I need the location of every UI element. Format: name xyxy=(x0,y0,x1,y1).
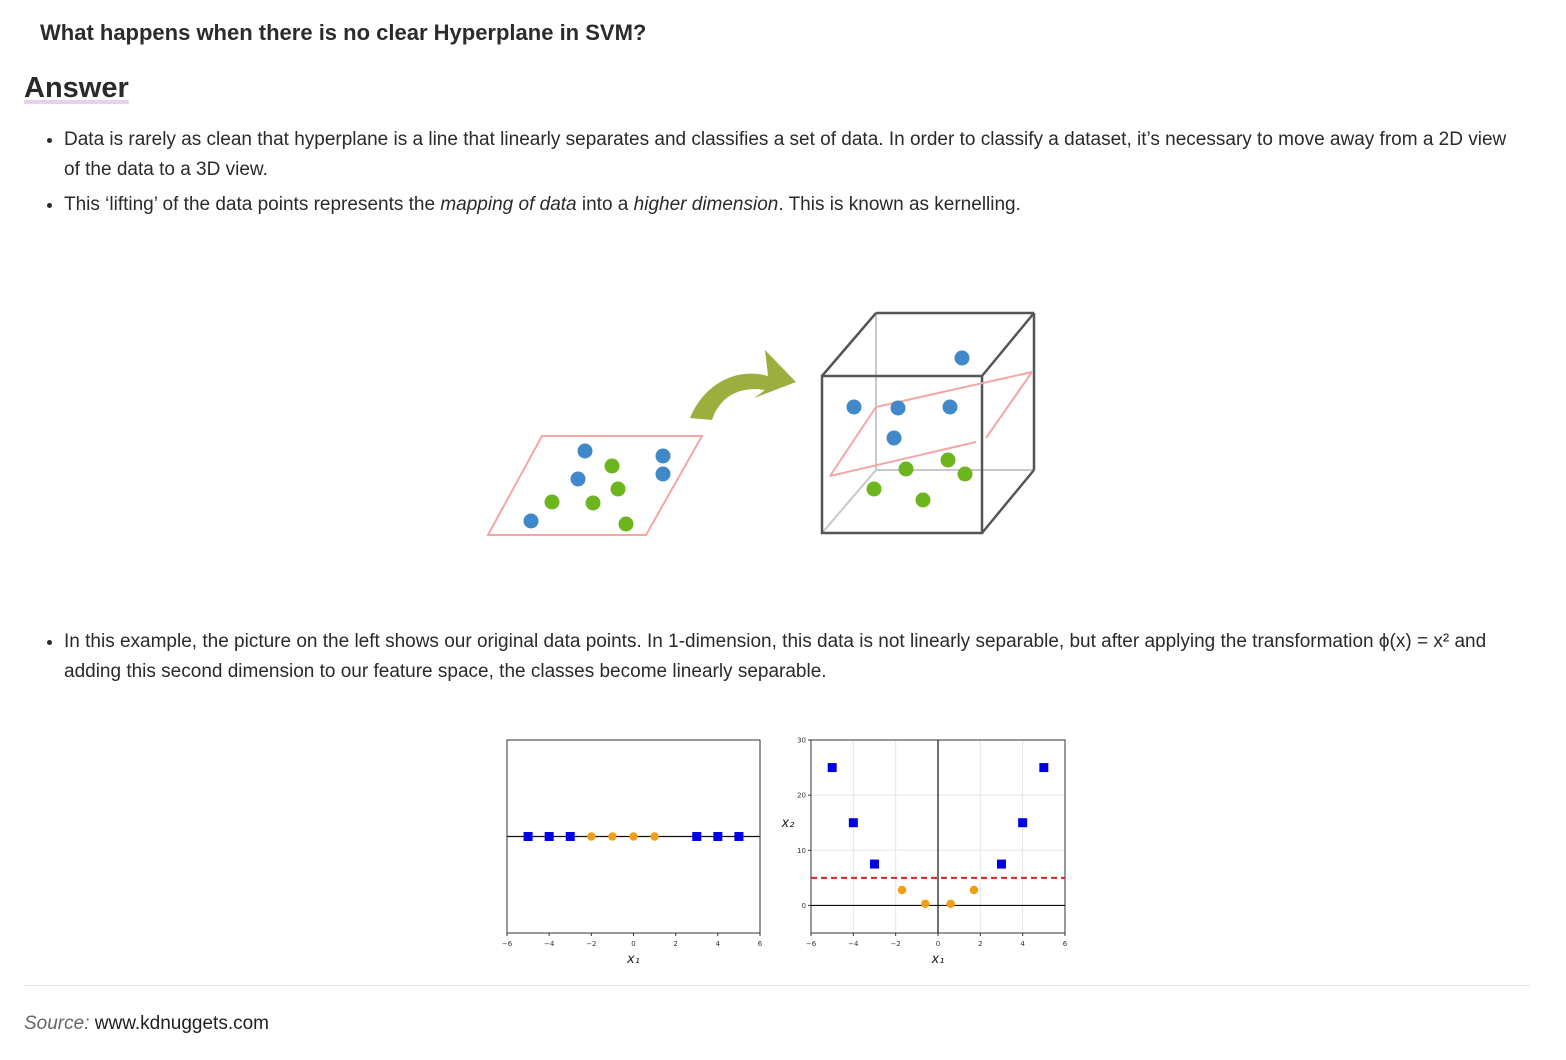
feature-space-plots: −6 −4 −2 0 2 4 6 x₁ −6 −4 −2 0 2 4 6 0 10 20 30 x₁ x₂ xyxy=(502,737,1068,968)
green-point xyxy=(544,494,560,510)
y-tick-label: 10 xyxy=(797,847,806,855)
circle-marker xyxy=(650,832,659,841)
3d-points xyxy=(846,350,973,508)
green-point xyxy=(866,481,882,497)
square-marker xyxy=(870,859,879,869)
x-tick-label: 2 xyxy=(978,940,982,948)
green-point xyxy=(940,452,956,468)
chart-1d: −6 −4 −2 0 2 4 6 x₁ xyxy=(502,739,763,967)
green-point xyxy=(610,481,626,497)
x-tick-label: −2 xyxy=(586,940,596,948)
square-marker xyxy=(565,832,575,841)
x-tick-label: −6 xyxy=(502,940,513,948)
circle-marker xyxy=(969,885,979,895)
circle-marker xyxy=(629,832,638,841)
blue-point xyxy=(655,466,671,482)
circle-marker xyxy=(946,899,955,908)
square-marker xyxy=(713,832,723,841)
square-marker xyxy=(1018,818,1028,828)
square-marker xyxy=(1039,763,1049,773)
bullet-item: Data is rarely as clean that hyperplane … xyxy=(64,125,1524,185)
x-tick-label: 6 xyxy=(1063,940,1068,948)
bullet-item: In this example, the picture on the left… xyxy=(64,627,1524,687)
bullet-text: This ‘lifting’ of the data points repres… xyxy=(64,194,441,215)
x-tick-label: 4 xyxy=(1020,940,1025,948)
square-marker xyxy=(848,818,858,828)
y-tick-label: 30 xyxy=(797,737,806,745)
square-marker xyxy=(827,763,837,773)
bullet-text: Data is rarely as clean that hyperplane … xyxy=(64,129,1507,180)
blue-point xyxy=(954,350,970,366)
x-tick-label: −4 xyxy=(544,940,555,948)
blue-point xyxy=(523,513,539,529)
x-tick-label: −4 xyxy=(848,940,859,948)
2d-plane xyxy=(486,435,704,536)
green-point xyxy=(957,466,973,482)
separating-hyperplane xyxy=(829,371,1033,477)
bullet-list-top: Data is rarely as clean that hyperplane … xyxy=(36,125,1524,225)
y-tick-label: 20 xyxy=(797,792,806,800)
x-tick-label: 0 xyxy=(936,940,940,948)
x-tick-label: 0 xyxy=(631,940,635,948)
blue-point xyxy=(570,471,586,487)
square-marker xyxy=(523,832,533,841)
x-tick-label: −2 xyxy=(891,940,901,948)
kernel-lifting-diagram xyxy=(486,311,1036,536)
blue-point xyxy=(655,448,671,464)
answer-heading: Answer xyxy=(24,72,129,104)
green-point xyxy=(604,458,620,474)
x-axis-label: x₁ xyxy=(931,952,945,967)
blue-point xyxy=(577,443,593,459)
square-marker xyxy=(544,832,554,841)
y-tick-label: 0 xyxy=(802,902,806,910)
square-marker xyxy=(734,832,744,841)
x-tick-label: 2 xyxy=(673,940,677,948)
source-site: www.kdnuggets.com xyxy=(94,1013,270,1034)
green-point xyxy=(915,492,931,508)
source-line: Source: www.kdnuggets.com xyxy=(24,1013,269,1035)
2d-points xyxy=(523,443,671,532)
bullet-list-bottom: In this example, the picture on the left… xyxy=(36,627,1524,692)
bullet-item: This ‘lifting’ of the data points repres… xyxy=(64,190,1524,220)
blue-point xyxy=(890,400,906,416)
x-tick-label: 4 xyxy=(716,940,721,948)
y-axis-label: x₂ xyxy=(781,816,795,831)
blue-point xyxy=(942,399,958,415)
bullet-emphasis: mapping of data xyxy=(440,194,577,215)
blue-point xyxy=(846,399,862,415)
bullet-text: into a xyxy=(576,194,634,215)
x-tick-label: −6 xyxy=(806,940,817,948)
2d-plane-outline xyxy=(486,435,704,536)
circle-marker xyxy=(587,832,596,841)
green-point xyxy=(585,495,601,511)
green-point xyxy=(898,461,914,477)
circle-marker xyxy=(897,885,907,895)
green-point xyxy=(618,516,634,532)
bullet-emphasis: higher dimension xyxy=(633,194,779,215)
lifting-arrow xyxy=(690,350,796,420)
circle-marker xyxy=(921,899,930,908)
chart-2d: −6 −4 −2 0 2 4 6 0 10 20 30 x₁ x₂ xyxy=(781,737,1068,968)
source-label: Source: xyxy=(24,1013,90,1034)
bullet-text: In this example, the picture on the left… xyxy=(64,631,1487,682)
circle-marker xyxy=(608,832,617,841)
blue-point xyxy=(886,430,902,446)
divider xyxy=(24,985,1530,986)
question-heading: What happens when there is no clear Hype… xyxy=(40,20,647,45)
x-axis-label: x₁ xyxy=(626,952,640,967)
bullet-text: . This is known as kernelling. xyxy=(778,194,1021,215)
x-tick-label: 6 xyxy=(758,940,763,948)
square-marker xyxy=(997,859,1006,869)
square-marker xyxy=(692,832,702,841)
